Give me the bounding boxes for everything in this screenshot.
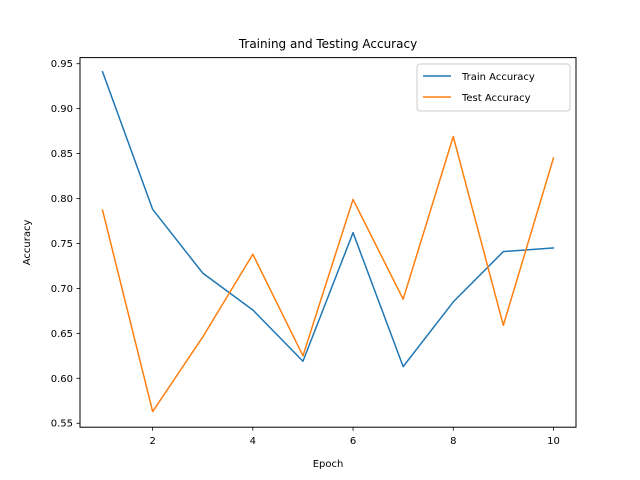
y-tick-label: 0.65 — [51, 329, 73, 340]
plot-lines — [101, 70, 555, 413]
y-tick-label: 0.55 — [51, 419, 73, 430]
plot-area-frame — [79, 57, 577, 428]
x-tick-label: 4 — [250, 436, 256, 447]
legend-label-test: Test Accuracy — [461, 93, 531, 104]
x-tick-label: 8 — [450, 436, 456, 447]
series-line-test-accuracy — [101, 135, 555, 413]
y-tick-label: 0.90 — [51, 104, 73, 115]
y-axis-label: Accuracy — [22, 219, 33, 265]
y-tick-label: 0.60 — [51, 374, 73, 385]
x-axis-ticks: 2 4 6 8 10 — [149, 427, 560, 447]
series-line-train-accuracy — [101, 70, 555, 368]
y-tick-label: 0.75 — [51, 239, 73, 250]
y-tick-label: 0.95 — [51, 59, 73, 70]
x-axis-label: Epoch — [313, 459, 344, 470]
legend: Train Accuracy Test Accuracy — [416, 63, 571, 112]
legend-label-train: Train Accuracy — [461, 72, 535, 83]
legend-frame — [416, 63, 571, 112]
x-tick-label: 2 — [149, 436, 155, 447]
y-tick-label: 0.70 — [51, 284, 73, 295]
x-tick-label: 10 — [547, 436, 560, 447]
y-tick-label: 0.80 — [51, 194, 73, 205]
y-axis-ticks: 0.55 0.60 0.65 0.70 0.75 0.80 0.85 0.90 0.95 — [51, 59, 80, 430]
x-tick-label: 6 — [350, 436, 356, 447]
chart-title: Training and Testing Accuracy — [238, 37, 417, 51]
y-tick-label: 0.85 — [51, 149, 73, 160]
